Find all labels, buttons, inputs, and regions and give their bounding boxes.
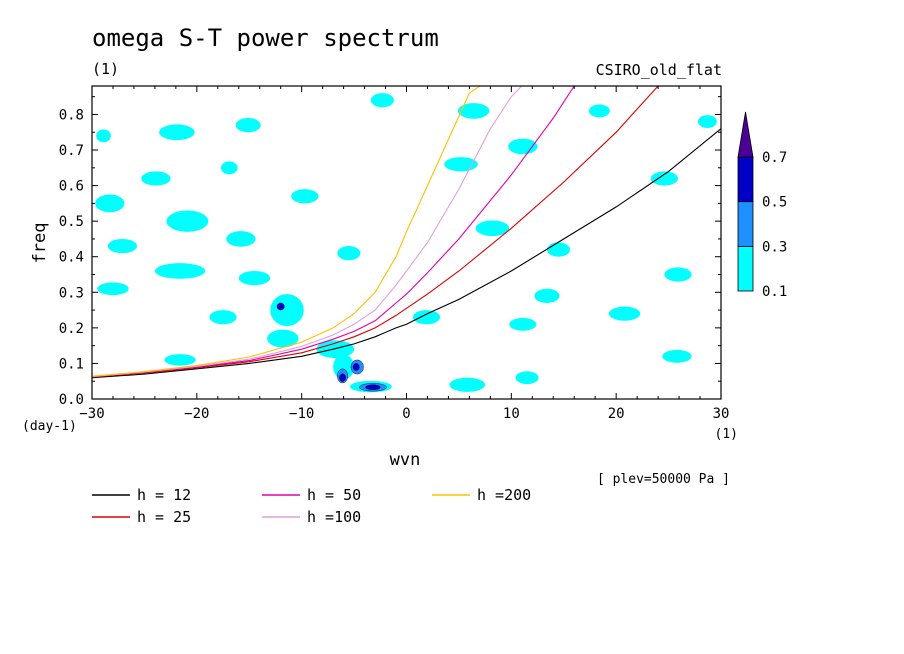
- contour-region-27: [370, 93, 394, 108]
- colorbar-segment-1: [737, 201, 754, 247]
- contour-region-9: [154, 263, 206, 279]
- contour-region-25: [164, 354, 196, 366]
- contour-region-30: [444, 157, 478, 172]
- colorbar-label-3: 0.7: [762, 150, 787, 166]
- dispersion-curves: [92, 86, 721, 379]
- contour-region-0: [159, 124, 195, 141]
- contour-region-38: [608, 306, 641, 321]
- x-axis-unit: (1): [715, 427, 738, 442]
- subtitle-left: (1): [92, 60, 119, 78]
- x-axis: −30 −20 −10 0 10 20 30: [79, 86, 729, 422]
- colorbar-segment-2: [737, 156, 754, 203]
- contour-region-32: [546, 242, 571, 257]
- y-axis: 0.0 0.1 0.2 0.3 0.4 0.5 0.6 0.7 0.8: [59, 96, 721, 408]
- legend-label-4: h =200: [477, 486, 531, 504]
- contour-region-34: [588, 104, 610, 118]
- contour-region-7: [107, 238, 138, 254]
- x-tick-label-5: 20: [608, 406, 625, 422]
- legend-label-3: h =100: [307, 508, 361, 526]
- subtitle-right: CSIRO_old_flat: [596, 61, 722, 79]
- colorbar-label-1: 0.3: [762, 239, 787, 255]
- contour-region-44: [337, 246, 361, 261]
- y-axis-unit: (day-1): [22, 419, 77, 434]
- legend-label-2: h = 50: [307, 486, 361, 504]
- contour-region-5: [95, 194, 125, 213]
- series-line-4: [92, 86, 481, 377]
- contour-region-14: [276, 302, 285, 311]
- legend-label-0: h = 12: [137, 486, 191, 504]
- contour-region-40: [449, 377, 486, 392]
- contour-region-39: [662, 349, 692, 363]
- y-tick-label-0: 0.0: [59, 392, 84, 408]
- contour-region-43: [291, 189, 319, 204]
- legend-label-1: h = 25: [137, 508, 191, 526]
- y-tick-label-4: 0.4: [59, 250, 84, 266]
- y-tick-label-1: 0.1: [59, 356, 84, 372]
- y-tick-label-6: 0.6: [59, 179, 84, 195]
- contour-region-31: [475, 220, 510, 237]
- x-tick-label-0: −30: [79, 406, 104, 422]
- contour-region-1: [235, 118, 261, 133]
- contour-region-6: [166, 210, 209, 232]
- contour-region-12: [209, 310, 237, 325]
- contour-region-29: [508, 138, 538, 155]
- y-tick-label-7: 0.7: [59, 143, 84, 159]
- contour-region-19: [339, 373, 346, 382]
- contour-region-35: [664, 267, 692, 282]
- y-tick-label-3: 0.3: [59, 285, 84, 301]
- contour-region-26: [412, 310, 441, 325]
- x-tick-label-3: 0: [402, 406, 410, 422]
- series-line-0: [92, 128, 721, 379]
- contour-region-36: [534, 288, 560, 303]
- y-tick-label-5: 0.5: [59, 214, 84, 230]
- contour-region-41: [515, 371, 539, 385]
- contour-region-8: [226, 231, 256, 247]
- x-tick-label-6: 30: [713, 406, 730, 422]
- x-tick-label-2: −10: [289, 406, 314, 422]
- contour-region-28: [457, 103, 490, 119]
- chart-title: omega S-T power spectrum: [92, 24, 439, 52]
- contour-region-4: [141, 171, 171, 186]
- contour-region-3: [220, 161, 238, 175]
- y-tick-label-8: 0.8: [59, 107, 84, 123]
- contour-region-10: [97, 282, 129, 296]
- level-annotation: [ plev=50000 Pa ]: [597, 472, 730, 487]
- colorbar-extend-arrow: [737, 111, 754, 158]
- contour-region-11: [238, 270, 271, 286]
- contour-region-21: [352, 363, 360, 371]
- series-line-1: [92, 86, 659, 378]
- x-tick-label-4: 10: [503, 406, 520, 422]
- colorbar-segment-0: [737, 245, 754, 292]
- contour-region-15: [267, 329, 299, 348]
- series-line-3: [92, 86, 523, 378]
- contour-region-13: [270, 294, 304, 327]
- contour-region-2: [96, 129, 111, 143]
- contour-region-24: [365, 384, 381, 390]
- series-line-2: [92, 86, 575, 378]
- y-axis-label: freq: [30, 223, 50, 264]
- contour-region-33: [650, 171, 679, 186]
- x-axis-label: wvn: [390, 450, 421, 470]
- contour-region-42: [697, 115, 717, 128]
- colorbar-label-0: 0.1: [762, 284, 787, 300]
- legend: h = 12 h = 25 h = 50 h =100 h =200: [92, 486, 531, 526]
- contour-region-37: [509, 317, 537, 331]
- y-tick-label-2: 0.2: [59, 321, 84, 337]
- colorbar-label-2: 0.5: [762, 195, 787, 211]
- contour-fill-layer: [95, 93, 717, 393]
- x-tick-label-1: −20: [184, 406, 209, 422]
- colorbar: 0.1 0.3 0.5 0.7: [737, 111, 787, 300]
